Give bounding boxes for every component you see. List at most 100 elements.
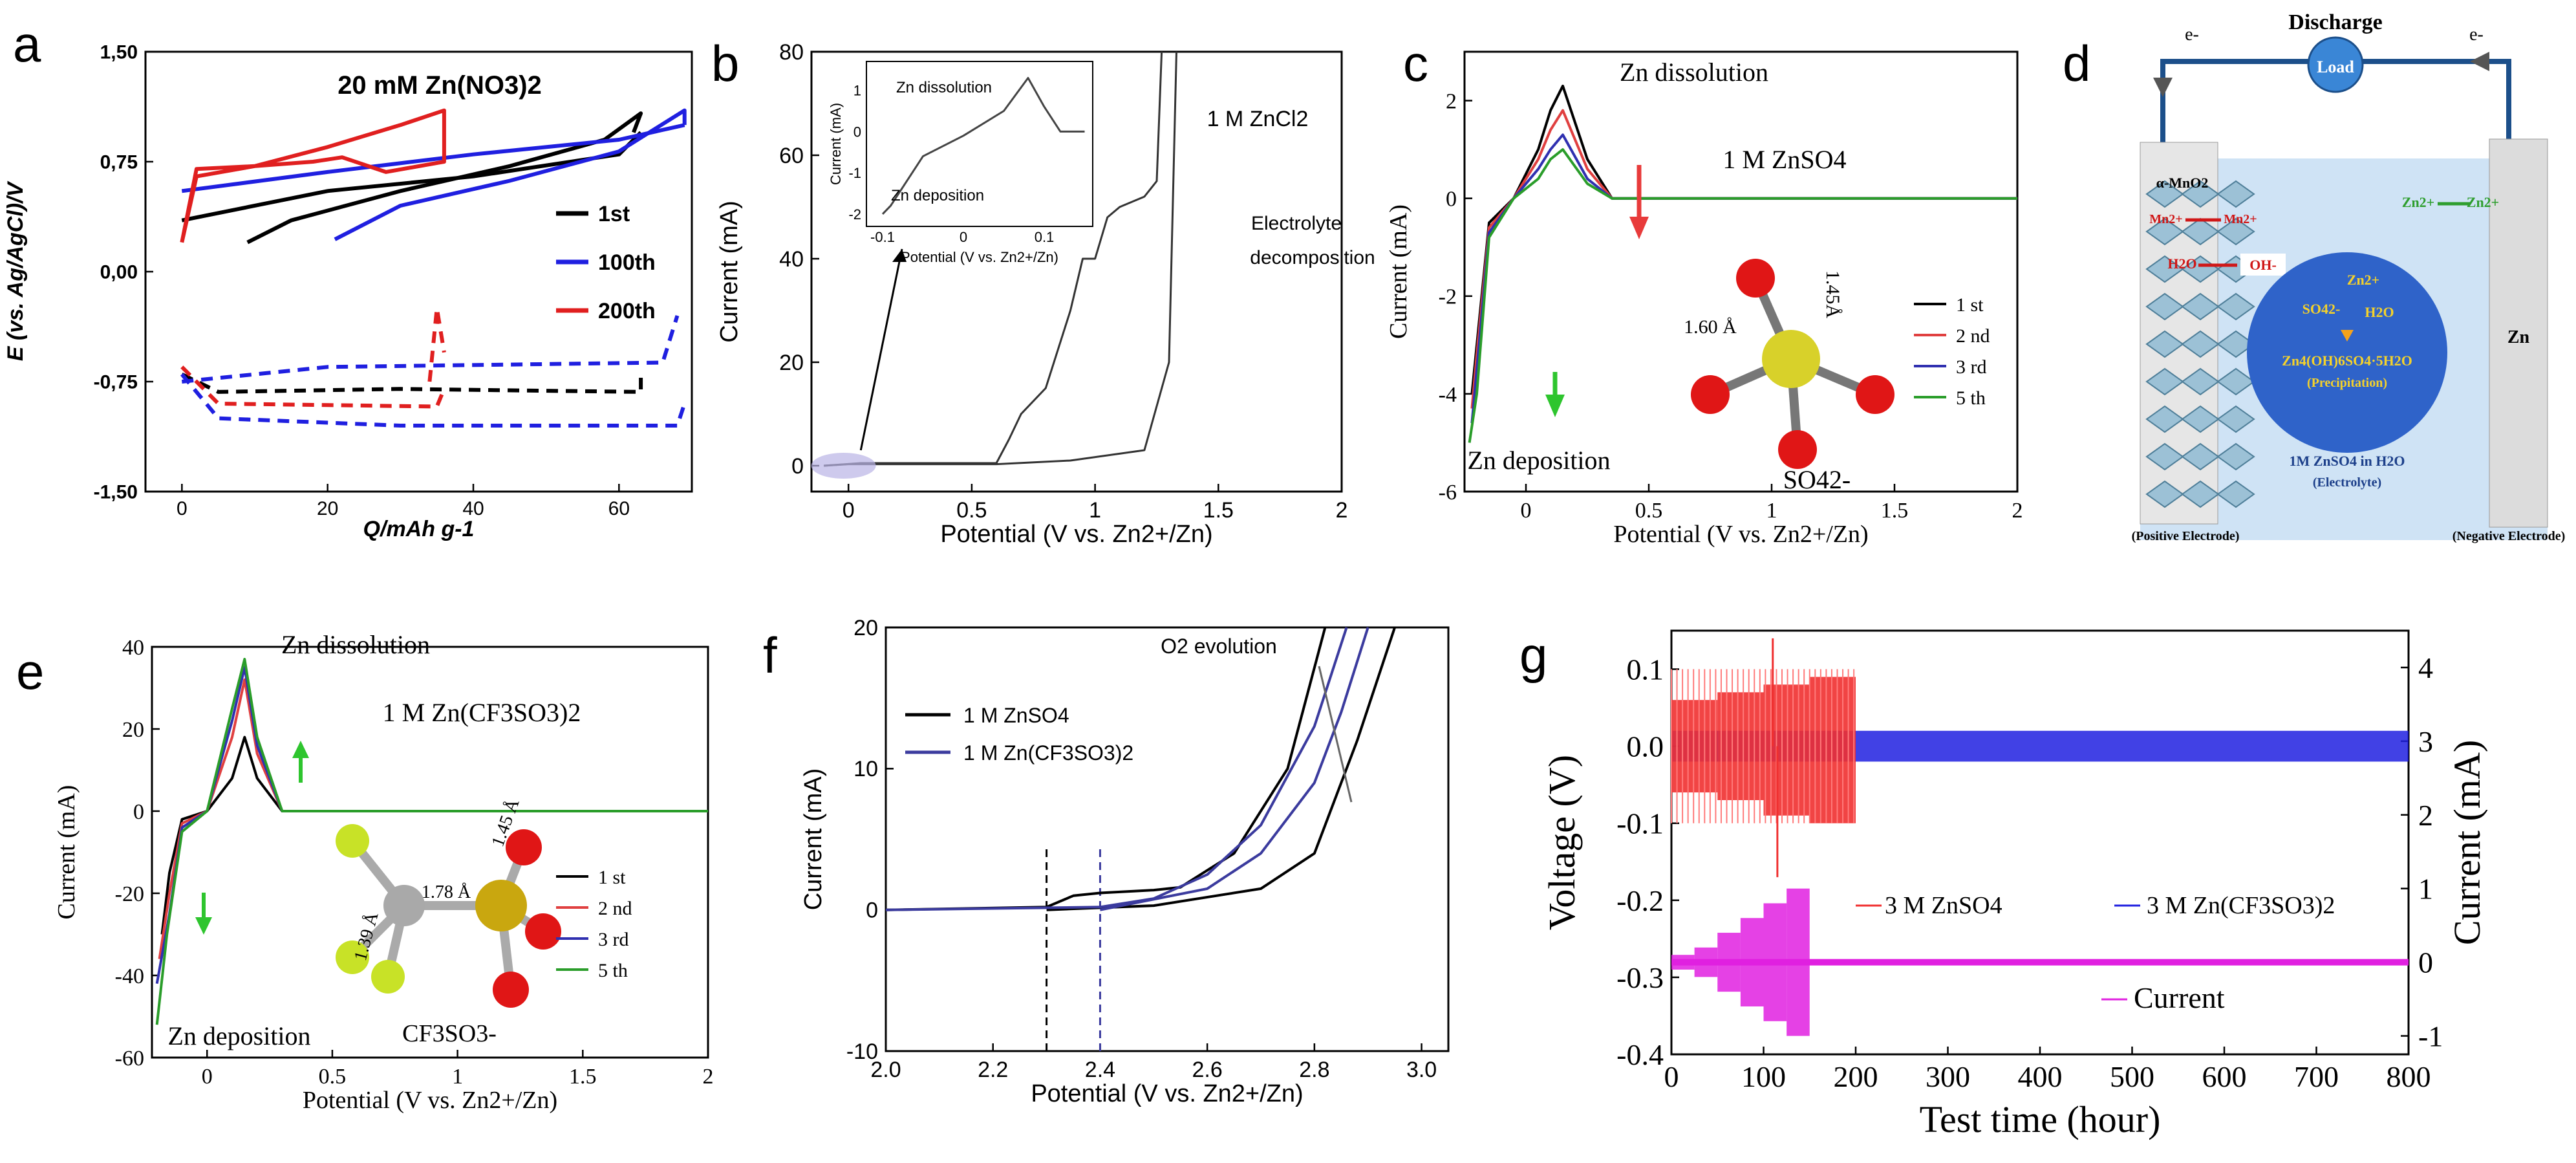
x-tick-label: 2 [703,1065,714,1089]
x-tick-label: 0.5 [956,498,987,523]
legend-label-1: 2 nd [1956,325,1990,347]
bubble-h2o-label: H2O [2365,304,2394,320]
y2-tick-label: 1 [2418,873,2433,906]
electrolyte-label: 1M ZnSO4 in H2O [2289,453,2405,469]
y-tick-label: 0.1 [1627,653,1664,686]
y-tick-label: 10 [853,757,878,781]
oxygen-atom [493,972,529,1008]
load-circle [2307,36,2364,93]
series-1 [1046,627,1396,911]
y2-tick-label: 2 [2418,799,2433,832]
inset-frame [866,61,1093,227]
panel-g: 0 100 200 300 400 500 600 700 800 -0.4 -0.3 -0.2 -0.… [1541,629,2488,1140]
legend-label-2: 3 rd [598,929,629,950]
label-electrolyte: 1 M ZnSO4 [1723,145,1846,174]
x-tick-label: 2.6 [1192,1058,1223,1082]
panel-letter-a: a [13,16,41,72]
bubble-arrow [2341,330,2354,342]
zn-electrode [2489,138,2548,528]
y-axis-label: Current (mA) [53,785,80,920]
y2-tick-label: 3 [2418,725,2433,758]
panel-letter-f: f [763,627,777,684]
y-tick-label: -60 [115,1047,144,1071]
y-tick-label: 0,75 [100,152,138,173]
legend-label-0: 1 st [598,867,626,888]
bond-length-160: 1.60 Å [1684,316,1737,338]
precipitation-bubble [2247,252,2447,453]
x-tick-label: 1 [452,1065,463,1089]
y-tick-label: -2 [1439,285,1457,309]
arrowhead-down [195,917,212,935]
x-axis-label: Potential (V vs. Zn2+/Zn) [1031,1080,1303,1107]
mno2-octahedron [2216,180,2255,208]
y-tick-label: -20 [115,882,144,906]
series-200th-spike [427,306,446,382]
label-zn-deposition: Zn deposition [1467,446,1610,475]
legend-label-200th: 200th [598,299,656,323]
label-so4: SO42- [1783,465,1851,494]
electron-arrow-left [2153,78,2173,97]
x-tick-label: 2.4 [1085,1058,1115,1082]
x-axis-label: Potential (V vs. Zn2+/Zn) [940,521,1212,548]
label-zn-dissolution: Zn dissolution [281,630,430,659]
inset-y-tick: 1 [853,83,861,99]
y-tick-label: 0 [133,800,144,824]
panel-d: Load Discharge e-e- Zn α-MnO2 Mn2+ Mn2+ H2O OH- Z… [2132,10,2566,543]
y-tick-label: 0,00 [100,262,138,283]
inset-x-tick: -0.1 [870,229,895,245]
oxygen-atom [506,829,542,865]
x-tick-label: 0.5 [319,1065,347,1089]
y-axis-label: Current (mA) [1385,204,1412,339]
inset-curve [881,77,1085,215]
plot-frame [1463,50,2019,493]
panel-a: 0 20 40 60 -1,50 -0,75 0,00 0,75 1,50 Q/mAh g-1 E … [3,42,693,541]
legend-label-100th: 100th [598,250,656,275]
label-zn-dissolution: Zn dissolution [1620,58,1768,87]
oxygen-atom [1856,375,1894,414]
oh-box [2240,254,2286,276]
mno2-octahedron [2216,480,2255,508]
plot-frame [810,50,1343,493]
series-200th-loop [180,108,446,243]
y-tick-label: 0 [866,898,878,923]
x-tick-label: 500 [2110,1060,2154,1093]
inset-x-tick: 0 [960,229,967,245]
electron-right: e- [2469,25,2484,45]
panel-letter-b: b [711,35,739,92]
series-1st-stripping [180,372,643,394]
legend-label-1st: 1st [598,202,630,226]
y-tick-label: 80 [779,40,804,65]
x-tick-label: 1 [1089,498,1101,523]
series-100th-plating [181,315,680,384]
panel-letter-e: e [16,643,44,700]
y-tick-label: 20 [853,616,878,640]
zoom-arrow [859,248,903,451]
series-forward [823,51,1163,467]
mn-left-label: Mn2+ [2149,212,2182,226]
y-tick-label: 2 [1446,89,1457,113]
x-tick-label: 0.5 [1635,499,1663,523]
y-tick-label: 40 [779,247,804,272]
y-tick-label: 0 [1446,188,1457,212]
mno2-octahedron [2216,405,2255,433]
x-tick-label: 100 [1741,1060,1786,1093]
x-tick-label: 0 [177,498,188,519]
arrowhead-green [1545,395,1565,417]
x-tick-label: 200 [1834,1060,1878,1093]
oxygen-atom [1778,430,1817,469]
zoom-arrowhead [892,249,907,262]
zn-electrode-label: Zn [2507,327,2530,347]
mno2-octahedron [2216,292,2255,321]
x-tick-label: 0 [843,498,855,523]
plot-frame [151,646,709,1059]
y-tick-label: 0 [791,454,804,479]
chart-title: 20 mM Zn(NO3)2 [338,71,542,100]
y-axis-label: Current (mA) [800,768,827,911]
panel-e: 0 0.5 1 1.5 2 -60 -40 -20 0 20 40 Potential (V vs. … [53,630,714,1114]
bond-length-145: 1.45Å [1822,270,1843,319]
oxygen-atom [1691,375,1730,414]
legend-label-0: 3 M ZnSO4 [1885,892,2002,919]
y-axis-label: Current (mA) [716,201,743,343]
oxygen-atom [525,913,561,950]
